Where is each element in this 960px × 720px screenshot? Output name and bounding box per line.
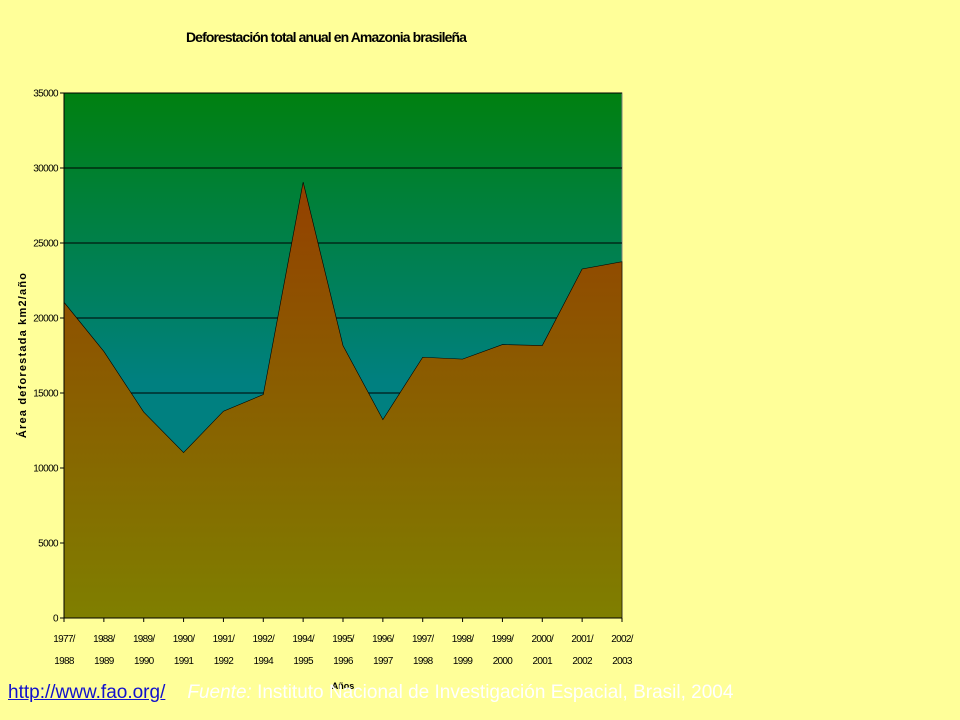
- x-tick-label: 1997/1998: [412, 634, 434, 667]
- x-tick-label: 1988/1989: [93, 634, 115, 667]
- x-tick-labels: 1977/1988 1988/1989 1989/1990 1990/1991 1991…: [53, 618, 634, 667]
- source-prefix: Fuente:: [187, 682, 252, 703]
- x-tick-label: 1994/1995: [292, 634, 314, 667]
- x-tick-label: 2000/2001: [532, 634, 554, 667]
- x-tick-label: 1991/1992: [213, 634, 235, 667]
- y-tick-label: 0: [53, 614, 59, 625]
- x-tick-label: 1999/2000: [492, 634, 514, 667]
- x-tick-label: 1996/1997: [372, 634, 394, 667]
- y-tick-label: 15000: [33, 389, 59, 400]
- x-tick-label: 1998/1999: [452, 634, 474, 667]
- x-tick-label: 1995/1996: [332, 634, 354, 667]
- y-tick-label: 35000: [33, 89, 59, 100]
- y-tick-label: 20000: [33, 314, 59, 325]
- area-series: [63, 182, 623, 619]
- y-tick-label: 30000: [33, 164, 59, 175]
- x-tick-label: 2001/2002: [571, 634, 593, 667]
- chart-title: Deforestación total anual en Amazonia br…: [186, 29, 467, 45]
- y-tick-labels: 0 5000 10000 15000 20000 25000 30000 35000: [33, 89, 64, 625]
- fao-link[interactable]: http://www.fao.org/: [8, 682, 166, 703]
- x-tick-label: 1989/1990: [133, 634, 155, 667]
- x-axis-label: Años: [332, 681, 355, 691]
- y-axis-label: Área deforestada km2/año: [16, 272, 29, 438]
- source-text: Instituto Nacional de Investigación Espa…: [251, 682, 734, 703]
- x-tick-label: 1992/1994: [253, 634, 275, 667]
- y-tick-label: 5000: [38, 539, 59, 550]
- x-tick-label: 1990/1991: [173, 634, 195, 667]
- y-tick-label: 25000: [33, 239, 59, 250]
- x-tick-label: 2002/2003: [611, 634, 633, 667]
- y-tick-label: 10000: [33, 464, 59, 475]
- x-tick-label: 1977/1988: [53, 634, 75, 667]
- footer: http://www.fao.org/Fuente: Instituto Nac…: [8, 680, 733, 706]
